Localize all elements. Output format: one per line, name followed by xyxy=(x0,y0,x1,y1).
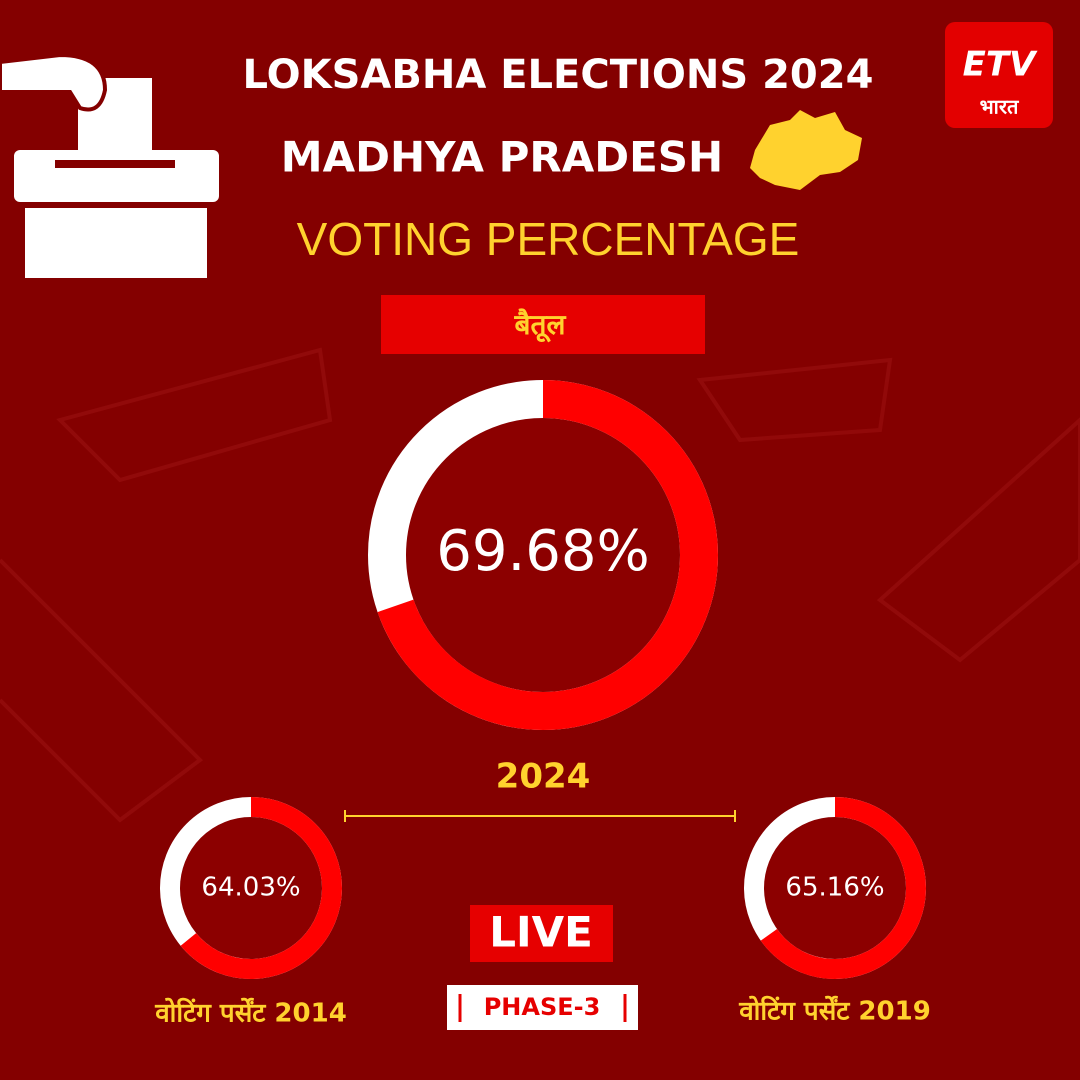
chart-title: वोटिंग पर्सेंट 2014 xyxy=(154,998,347,1029)
phase-bars xyxy=(458,994,627,1022)
phase-label: PHASE-3 xyxy=(484,993,601,1021)
donut-inner xyxy=(180,817,322,959)
donut-arc xyxy=(160,797,342,979)
ballot-icon xyxy=(0,52,219,278)
divider xyxy=(344,810,736,822)
donut-arc xyxy=(744,797,926,979)
donut-inner xyxy=(406,418,680,692)
logo-script: भारत xyxy=(980,95,1020,119)
chart-title: वोटिंग पर्सेंट 2019 xyxy=(738,996,931,1027)
value-label: 65.16% xyxy=(785,873,884,903)
heading: VOTING PERCENTAGE xyxy=(297,213,800,265)
constituency-box xyxy=(381,295,705,354)
logo-brand: ETV xyxy=(963,45,1038,85)
value-label: 69.68% xyxy=(436,519,650,584)
chart-title: 2024 xyxy=(496,757,591,797)
state-map xyxy=(750,110,862,190)
subtitle: MADHYA PRADESH xyxy=(281,133,723,182)
background-pattern xyxy=(0,347,1080,823)
title: LOKSABHA ELECTIONS 2024 xyxy=(243,52,874,98)
value-label: 64.03% xyxy=(201,873,300,903)
live-box xyxy=(470,905,613,962)
live-label: LIVE xyxy=(489,908,593,957)
donut-inner xyxy=(764,817,906,959)
donut-arc xyxy=(368,380,718,730)
phase-box xyxy=(447,985,638,1030)
logo-box xyxy=(945,22,1053,128)
constituency: बैतूल xyxy=(514,308,567,343)
